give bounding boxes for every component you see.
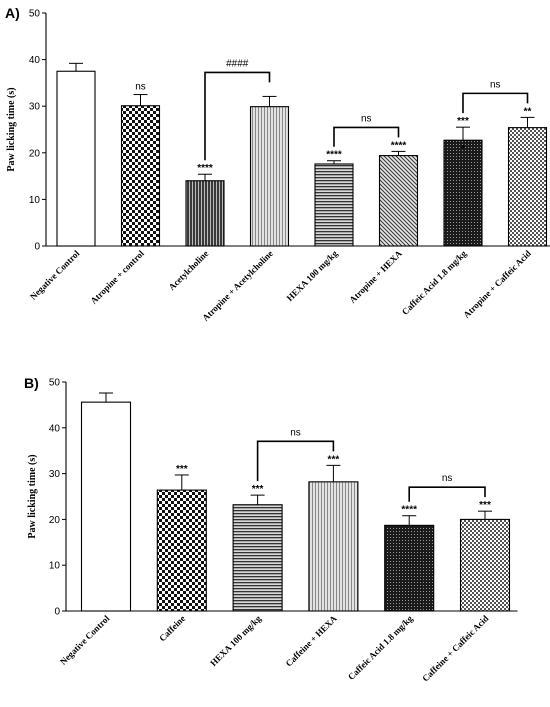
significance-label: ***: [457, 116, 469, 127]
category-label: Caffeine + HEXA: [284, 613, 340, 669]
comparison-label: ns: [490, 79, 501, 90]
bar: [384, 524, 435, 612]
y-tick-label: 20: [49, 515, 61, 526]
chart-panel-a: A) Paw licking time (s) 0 10 20 30 40 50 Negativ…: [5, 5, 550, 323]
comparison-bracket: [204, 71, 271, 161]
category-label: Atropine + Caffeic Acid: [461, 248, 533, 320]
y-tick-label: 0: [54, 607, 60, 618]
bar: [314, 163, 354, 247]
category-label: Acetylcholine: [167, 248, 211, 292]
significance-label: ***: [328, 454, 340, 465]
y-tick-label: 20: [29, 148, 41, 159]
panel-label: A): [5, 5, 20, 21]
panel-label: B): [24, 375, 39, 391]
category-label: Atropine + control: [88, 248, 146, 306]
category-label: Atropine + HEXA: [347, 248, 404, 305]
bar: [459, 518, 511, 612]
y-tick-label: 30: [29, 102, 41, 113]
y-tick-label: 40: [29, 55, 41, 66]
category-label: HEXA 100 mg/kg: [208, 613, 263, 668]
bar: [378, 155, 419, 247]
comparison-label: ns: [442, 473, 453, 484]
bar: [249, 106, 290, 247]
comparison-label: ns: [290, 427, 301, 438]
bar: [185, 180, 225, 247]
bar: [80, 401, 132, 612]
y-axis-label: Paw licking time (s): [6, 87, 17, 171]
category-label: Caffeine: [157, 613, 187, 643]
significance-label: ***: [479, 500, 491, 511]
chart-panel-b: B) Paw licking time (s) 0 10 20 30 40 50 Negativ…: [24, 375, 518, 684]
bar: [156, 489, 207, 612]
bar: [308, 481, 359, 612]
category-label: HEXA 100 mg/kg: [285, 248, 340, 303]
bar: [56, 70, 96, 247]
significance-label: ****: [391, 140, 407, 151]
y-tick-label: 40: [49, 423, 61, 434]
y-axis-label: Paw licking time (s): [27, 454, 38, 538]
significance-label: ***: [252, 484, 264, 495]
category-label: Negative Control: [28, 248, 82, 302]
y-tick-label: 10: [29, 195, 41, 206]
category-label: Negative Control: [58, 613, 112, 667]
category-label: Atropine + Acetylcholine: [200, 248, 275, 323]
y-tick-label: 10: [49, 561, 61, 572]
significance-label: ****: [401, 505, 417, 516]
bar: [507, 127, 548, 247]
category-label: Caffeic Acid 1.8 mg/kg: [346, 613, 415, 682]
y-tick-label: 50: [49, 378, 61, 389]
significance-label: **: [524, 106, 532, 117]
comparison-bracket: [256, 440, 335, 482]
inner-significance-mark: *: [461, 144, 465, 155]
significance-label: ****: [197, 163, 213, 174]
y-tick-label: 0: [34, 242, 40, 253]
bar: [443, 139, 483, 247]
comparison-bracket: [462, 92, 529, 114]
comparison-bracket: [408, 486, 486, 502]
comparison-label: ####: [226, 58, 249, 69]
y-tick-label: 30: [49, 469, 61, 480]
bar: [120, 105, 161, 247]
y-tick-label: 50: [29, 9, 41, 20]
category-label: Caffeine + Caffeic Acid: [420, 613, 490, 683]
bar: [232, 504, 283, 612]
comparison-label: ns: [361, 113, 372, 124]
category-label: Caffeic Acid 1.8 mg/kg: [400, 248, 469, 317]
comparison-bracket: [333, 126, 400, 147]
significance-label: ***: [176, 464, 188, 475]
significance-label: ****: [326, 150, 342, 161]
significance-label: ns: [135, 82, 146, 93]
